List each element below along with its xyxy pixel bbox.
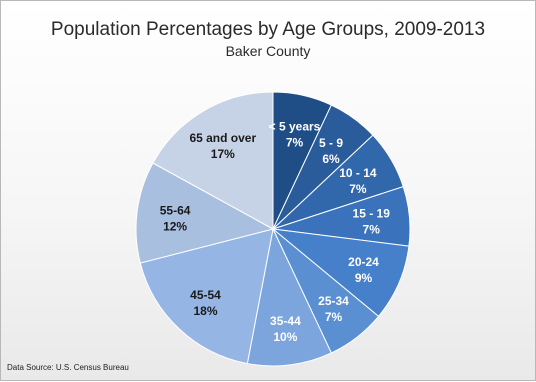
pie-slice-45-54 xyxy=(139,228,274,365)
pie-slice-55-64 xyxy=(135,162,275,264)
pie-labels: < 5 years 7% 5 - 9 6%10 - 14 7% 15 - 19 7% 20-2… xyxy=(160,120,390,344)
pie-slice-35-44 xyxy=(246,227,332,367)
slice-label-65-and-over: 65 and over 17% xyxy=(189,131,256,161)
pie-slice-65-and-over xyxy=(152,91,274,230)
data-source-note: Data Source: U.S. Census Bureau xyxy=(7,363,129,372)
slice-label-25-34: 25-34 7% xyxy=(318,294,349,324)
chart-title: Population Percentages by Age Groups, 20… xyxy=(50,19,486,40)
pie-slices xyxy=(135,91,411,367)
slice-label-15-19: 15 - 19 7% xyxy=(353,207,391,237)
slice-label-20-24: 20-24 9% xyxy=(348,255,379,285)
slice-label-10-14: 10 - 14 7% xyxy=(339,166,377,196)
chart-subtitle: Baker County xyxy=(225,43,311,59)
slice-label-5-9: 5 - 9 6% xyxy=(319,136,343,166)
slice-label-45-54: 45-54 18% xyxy=(190,288,221,318)
slice-label-55-64: 55-64 12% xyxy=(160,204,191,234)
slice-label-5-years: < 5 years 7% xyxy=(269,120,321,150)
slice-label-35-44: 35-44 10% xyxy=(270,314,301,344)
